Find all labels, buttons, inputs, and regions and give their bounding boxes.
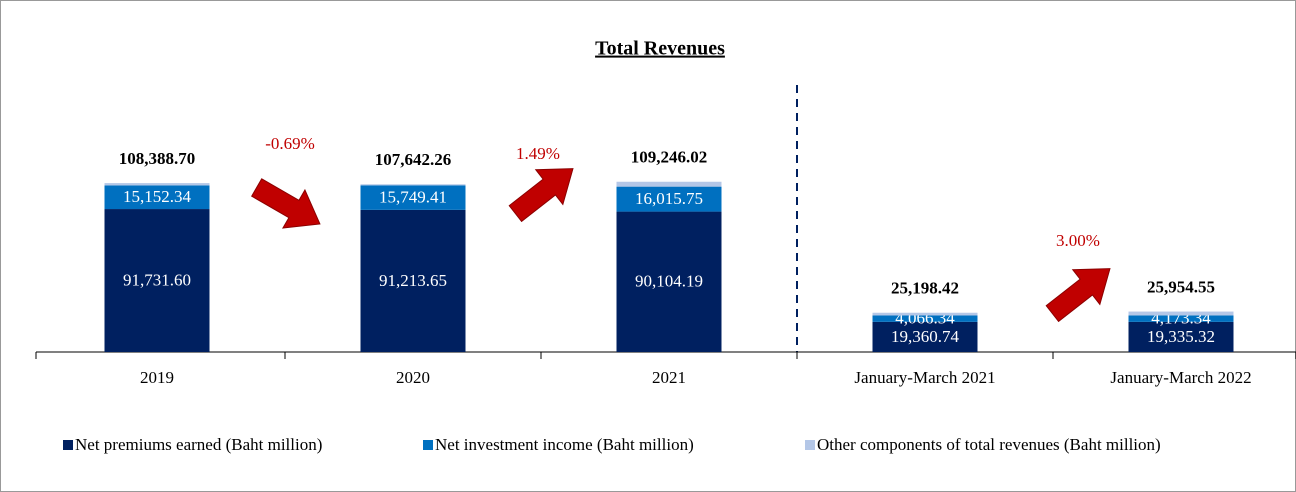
legend-swatch: [423, 440, 433, 450]
growth-label: -0.69%: [265, 134, 315, 153]
data-label: 4,173.34: [1151, 309, 1211, 328]
growth-arrow: [1045, 268, 1111, 323]
bar-segment: [616, 211, 722, 352]
bar-segment: [616, 181, 722, 187]
data-label: 15,152.34: [123, 187, 192, 206]
x-tick-label: 2019: [140, 368, 174, 387]
data-label: 4,066.34: [895, 309, 955, 328]
growth-arrow: [251, 178, 321, 229]
bar-segment: [1128, 311, 1234, 316]
growth-label: 1.49%: [516, 144, 560, 163]
legend-swatch: [63, 440, 73, 450]
total-label: 109,246.02: [631, 148, 708, 167]
bar-segment: [1128, 315, 1234, 322]
total-label: 107,642.26: [375, 150, 452, 169]
bar-segment: [872, 312, 978, 316]
total-label: 25,954.55: [1147, 277, 1215, 296]
total-label: 108,388.70: [119, 149, 196, 168]
bar-segment: [1128, 321, 1234, 352]
x-tick-label: 2021: [652, 368, 686, 387]
data-label: 91,731.60: [123, 270, 191, 289]
bar-segment: [104, 185, 210, 210]
bar-segment: [616, 186, 722, 212]
data-label: 15,749.41: [379, 187, 447, 206]
x-tick-label: January-March 2022: [1110, 368, 1251, 387]
data-label: 91,213.65: [379, 271, 447, 290]
x-tick-label: January-March 2021: [854, 368, 995, 387]
legend-swatch: [805, 440, 815, 450]
bar-segment: [104, 209, 210, 352]
growth-arrow: [508, 168, 574, 223]
bar-segment: [104, 183, 210, 186]
growth-label: 3.00%: [1056, 231, 1100, 250]
data-label: 90,104.19: [635, 272, 703, 291]
bar-segment: [360, 185, 466, 210]
data-label: 16,015.75: [635, 189, 703, 208]
bar-segment: [360, 184, 466, 186]
data-label: 19,335.32: [1147, 327, 1215, 346]
bar-segment: [872, 321, 978, 352]
chart-title: Total Revenues: [595, 38, 725, 60]
data-label: 19,360.74: [891, 327, 960, 346]
legend-label: Net premiums earned (Baht million): [75, 435, 322, 454]
legend-label: Other components of total revenues (Baht…: [817, 435, 1161, 454]
bar-segment: [360, 209, 466, 352]
total-label: 25,198.42: [891, 279, 959, 298]
legend-label: Net investment income (Baht million): [435, 435, 694, 454]
bar-segment: [872, 315, 978, 322]
x-tick-label: 2020: [396, 368, 430, 387]
